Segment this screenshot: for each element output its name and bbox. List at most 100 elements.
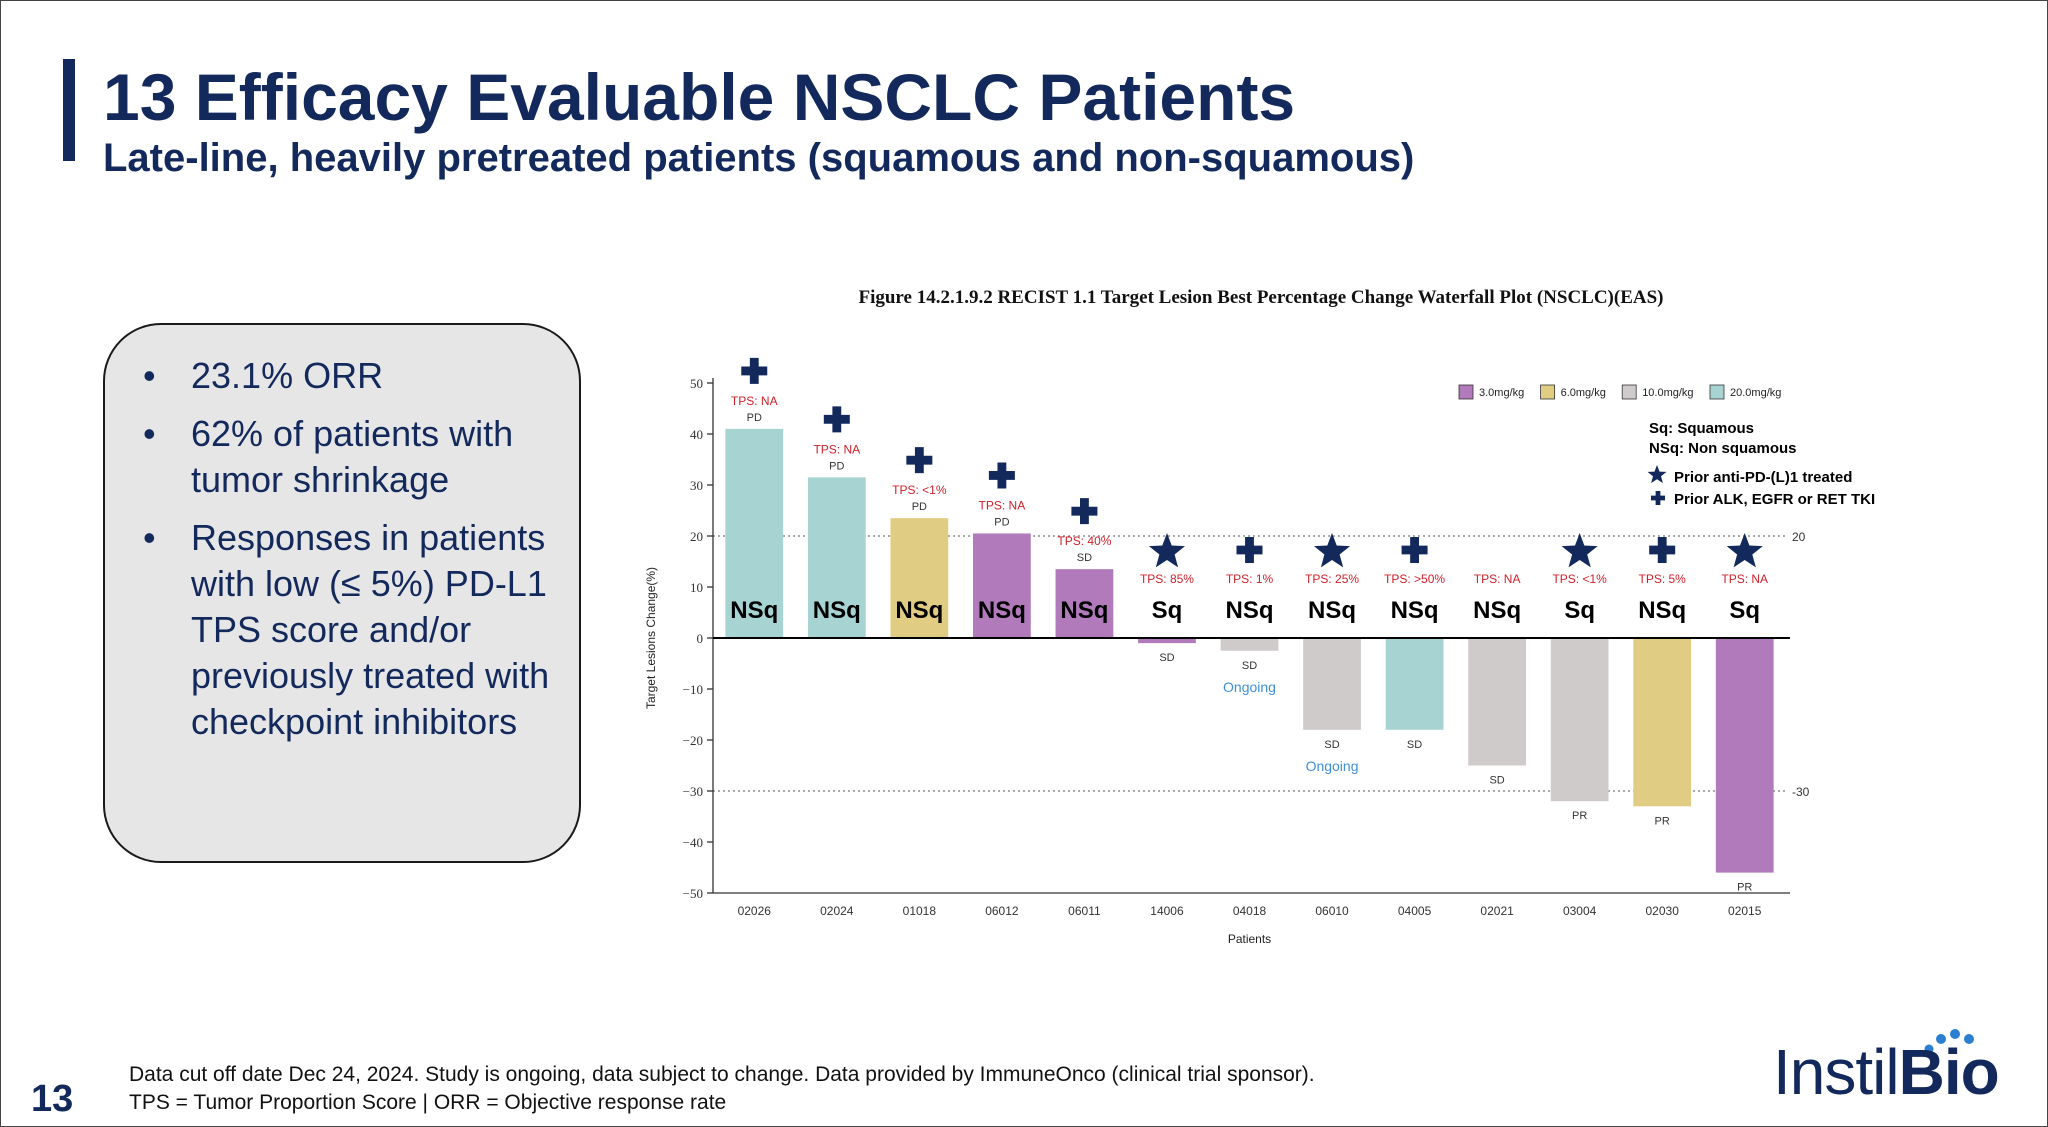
y-tick-label: 30 [690, 478, 703, 493]
tps-label: TPS: 5% [1639, 572, 1687, 586]
response-label: PR [1737, 882, 1752, 894]
response-label: SD [1324, 739, 1339, 751]
response-label: SD [1159, 652, 1174, 664]
histology-label: NSq [1060, 597, 1108, 624]
instilbio-logo: InstilBio [1773, 1029, 2000, 1109]
legend-swatch [1458, 384, 1474, 400]
histology-label: Sq [1729, 597, 1760, 624]
response-label: SD [1242, 660, 1257, 672]
legend-label: 10.0mg/kg [1642, 387, 1693, 399]
response-label: SD [1489, 775, 1504, 787]
key-finding-item: • 62% of patients with tumor shrinkage [105, 411, 579, 503]
y-axis-label: Target Lesions Change(%) [644, 567, 658, 709]
x-tick-label: 02030 [1646, 904, 1680, 918]
x-tick-label: 06011 [1068, 904, 1101, 918]
key-findings-list: • 23.1% ORR • 62% of patients with tumor s… [105, 353, 579, 757]
legend-swatch [1540, 384, 1555, 400]
prior-tki-cross-icon [906, 447, 933, 474]
logo-wordmark: InstilBio [1773, 1035, 2000, 1109]
prior-tki-cross-icon [1649, 537, 1676, 563]
bullet-icon: • [143, 413, 156, 454]
histology-label: NSq [895, 597, 943, 624]
response-label: PD [912, 501, 927, 513]
footer-note-abbreviations: TPS = Tumor Proportion Score | ORR = Obj… [129, 1091, 727, 1114]
waterfall-bar [1633, 638, 1692, 807]
legend-star-icon [1647, 465, 1667, 484]
y-tick-label: −40 [683, 835, 703, 850]
response-label: PR [1655, 815, 1670, 827]
x-tick-label: 03004 [1563, 904, 1597, 918]
x-tick-label: 02026 [738, 904, 772, 918]
prior-tki-cross-icon [1236, 537, 1263, 563]
tps-label: TPS: NA [979, 498, 1026, 512]
chart-title: Figure 14.2.1.9.2 RECIST 1.1 Target Lesi… [858, 287, 1663, 308]
legend-swatch [1709, 384, 1725, 400]
prior-anti-pd1-star-icon [1561, 533, 1598, 568]
histology-label: Sq [1152, 597, 1183, 624]
y-tick-label: 50 [690, 376, 703, 391]
bullet-icon: • [143, 517, 156, 558]
x-tick-label: 02024 [820, 904, 854, 918]
legend-note-squamous: Sq: Squamous [1649, 420, 1754, 437]
key-finding-item: • 23.1% ORR [105, 353, 579, 399]
legend-label: 3.0mg/kg [1479, 387, 1524, 399]
tps-label: TPS: >50% [1384, 572, 1445, 586]
reference-line-label: -30 [1792, 785, 1810, 799]
waterfall-bar [1550, 638, 1609, 802]
y-tick-label: −20 [683, 733, 703, 748]
legend-label: 20.0mg/kg [1730, 387, 1781, 399]
prior-tki-cross-icon [823, 406, 850, 433]
prior-tki-cross-icon [1071, 498, 1098, 525]
waterfall-bar [1055, 569, 1114, 638]
x-tick-label: 06010 [1315, 904, 1349, 918]
x-tick-label: 14006 [1150, 904, 1184, 918]
prior-tki-cross-icon [988, 462, 1015, 489]
prior-tki-cross-icon [741, 357, 768, 384]
tps-label: TPS: 1% [1226, 572, 1274, 586]
y-tick-label: 0 [697, 631, 704, 646]
key-finding-text: 23.1% ORR [191, 355, 384, 396]
key-finding-text: 62% of patients with tumor shrinkage [191, 413, 514, 500]
page-number: 13 [31, 1078, 74, 1120]
legend-swatch [1621, 384, 1637, 400]
histology-label: NSq [1473, 597, 1521, 624]
histology-label: NSq [978, 597, 1026, 624]
x-tick-label: 02021 [1480, 904, 1514, 918]
title-accent-bar [63, 59, 75, 161]
waterfall-bar [1138, 638, 1196, 644]
y-tick-label: 10 [690, 580, 703, 595]
y-tick-label: 20 [690, 529, 703, 544]
response-label: SD [1077, 552, 1092, 564]
footer-notes: Data cut off date Dec 24, 2024. Study is… [129, 1061, 1315, 1117]
y-tick-label: −10 [683, 682, 703, 697]
page-subtitle: Late-line, heavily pretreated patients (… [103, 136, 1415, 180]
ongoing-label: Ongoing [1223, 679, 1276, 695]
logo-instil-text: Instil [1773, 1036, 1900, 1108]
x-tick-label: 01018 [903, 904, 937, 918]
waterfall-bar [972, 533, 1031, 638]
tps-label: TPS: NA [1721, 572, 1768, 586]
waterfall-bar [1220, 638, 1279, 651]
x-tick-label: 04005 [1398, 904, 1432, 918]
histology-label: NSq [1638, 597, 1686, 624]
waterfall-bar [1385, 638, 1444, 730]
legend-note-non-squamous: NSq: Non squamous [1649, 440, 1797, 457]
response-label: SD [1407, 739, 1422, 751]
footer-note-data-cutoff: Data cut off date Dec 24, 2024. Study is… [129, 1063, 1315, 1086]
y-tick-label: −50 [683, 886, 703, 901]
x-tick-label: 02015 [1728, 904, 1762, 918]
key-finding-item: • Responses in patients with low (≤ 5%) P… [105, 515, 579, 745]
histology-label: Sq [1564, 597, 1595, 624]
response-label: PR [1572, 810, 1587, 822]
prior-anti-pd1-star-icon [1148, 533, 1185, 568]
key-finding-text: Responses in patients with low (≤ 5%) PD… [191, 517, 550, 742]
waterfall-bar [1715, 638, 1774, 873]
waterfall-bar [1468, 638, 1527, 766]
histology-label: NSq [813, 597, 861, 624]
waterfall-bar [725, 428, 784, 638]
histology-label: NSq [1226, 597, 1274, 624]
legend-cross-label: Prior ALK, EGFR or RET TKI [1674, 491, 1875, 508]
histology-label: NSq [1391, 597, 1439, 624]
tps-label: TPS: NA [731, 394, 778, 408]
